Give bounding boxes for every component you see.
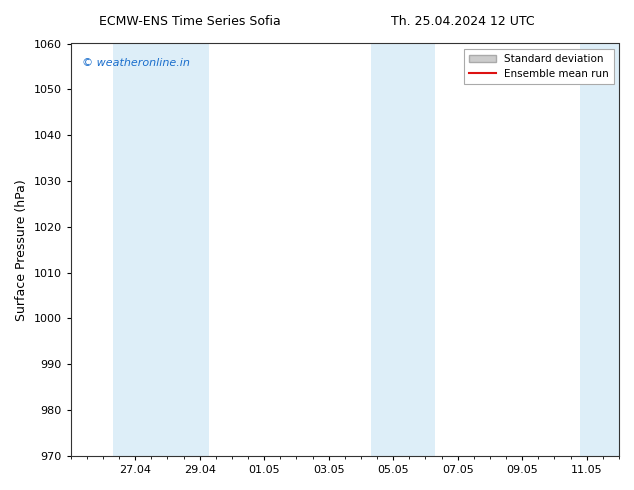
Y-axis label: Surface Pressure (hPa): Surface Pressure (hPa) xyxy=(15,179,28,320)
Bar xyxy=(580,44,619,456)
Text: ECMW-ENS Time Series Sofia: ECMW-ENS Time Series Sofia xyxy=(100,15,281,28)
Bar xyxy=(371,44,435,456)
Legend: Standard deviation, Ensemble mean run: Standard deviation, Ensemble mean run xyxy=(464,49,614,84)
Text: © weatheronline.in: © weatheronline.in xyxy=(82,58,190,68)
Bar xyxy=(113,44,209,456)
Text: Th. 25.04.2024 12 UTC: Th. 25.04.2024 12 UTC xyxy=(391,15,534,28)
